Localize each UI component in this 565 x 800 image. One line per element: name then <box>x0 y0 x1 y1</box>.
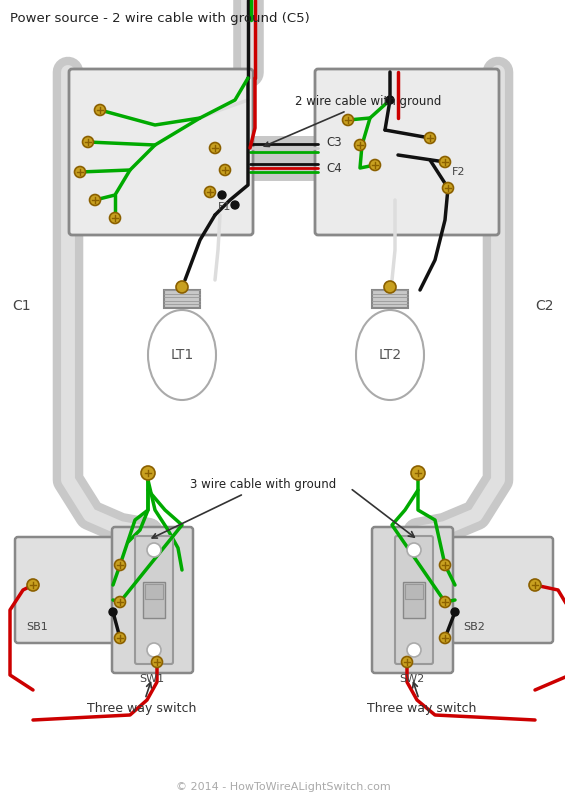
Circle shape <box>147 543 161 557</box>
Text: F2: F2 <box>452 167 466 177</box>
Circle shape <box>115 633 125 643</box>
Circle shape <box>440 633 450 643</box>
Circle shape <box>141 466 155 480</box>
Text: C1: C1 <box>12 299 31 313</box>
Text: SB2: SB2 <box>463 622 485 632</box>
Text: LT2: LT2 <box>379 348 402 362</box>
Circle shape <box>151 657 163 667</box>
Circle shape <box>354 139 366 150</box>
Circle shape <box>110 213 120 223</box>
FancyBboxPatch shape <box>395 536 433 664</box>
FancyBboxPatch shape <box>69 69 253 235</box>
FancyBboxPatch shape <box>372 527 453 673</box>
Bar <box>372 290 408 308</box>
Circle shape <box>440 157 450 167</box>
Circle shape <box>89 194 101 206</box>
Bar <box>403 582 425 618</box>
Circle shape <box>231 201 239 209</box>
Circle shape <box>205 186 215 198</box>
FancyBboxPatch shape <box>315 69 499 235</box>
FancyBboxPatch shape <box>15 537 116 643</box>
Text: C4: C4 <box>326 162 342 174</box>
Text: Three way switch: Three way switch <box>88 682 197 715</box>
Text: 3 wire cable with ground: 3 wire cable with ground <box>152 478 336 538</box>
Bar <box>405 584 423 599</box>
Circle shape <box>109 608 117 616</box>
Circle shape <box>451 608 459 616</box>
Text: F1: F1 <box>218 202 232 212</box>
FancyBboxPatch shape <box>452 537 553 643</box>
Circle shape <box>27 579 39 591</box>
Bar <box>143 582 165 618</box>
Circle shape <box>440 559 450 570</box>
Text: C3: C3 <box>326 137 342 150</box>
Circle shape <box>529 579 541 591</box>
Text: SW1: SW1 <box>140 674 164 684</box>
Circle shape <box>94 105 106 115</box>
Circle shape <box>411 466 425 480</box>
Circle shape <box>424 133 436 143</box>
Circle shape <box>75 166 85 178</box>
Circle shape <box>115 597 125 607</box>
Text: Three way switch: Three way switch <box>367 682 477 715</box>
Ellipse shape <box>356 310 424 400</box>
Circle shape <box>407 543 421 557</box>
Text: SB1: SB1 <box>26 622 48 632</box>
Bar <box>164 290 200 308</box>
Text: Power source - 2 wire cable with ground (C5): Power source - 2 wire cable with ground … <box>10 12 310 25</box>
Circle shape <box>440 597 450 607</box>
Circle shape <box>147 643 161 657</box>
Circle shape <box>176 281 188 293</box>
Circle shape <box>210 142 220 154</box>
Text: C2: C2 <box>534 299 553 313</box>
Circle shape <box>115 559 125 570</box>
Circle shape <box>218 191 226 199</box>
Text: 2 wire cable with ground: 2 wire cable with ground <box>264 95 441 146</box>
FancyBboxPatch shape <box>112 527 193 673</box>
Circle shape <box>386 96 394 104</box>
FancyBboxPatch shape <box>135 536 173 664</box>
Bar <box>145 584 163 599</box>
Circle shape <box>407 643 421 657</box>
Text: © 2014 - HowToWireALightSwitch.com: © 2014 - HowToWireALightSwitch.com <box>176 782 390 792</box>
Circle shape <box>442 182 454 194</box>
Circle shape <box>384 281 396 293</box>
Circle shape <box>82 137 93 147</box>
Circle shape <box>370 159 380 170</box>
Circle shape <box>402 657 412 667</box>
Text: SW2: SW2 <box>399 674 425 684</box>
Circle shape <box>342 114 354 126</box>
Ellipse shape <box>148 310 216 400</box>
Circle shape <box>219 165 231 175</box>
Text: LT1: LT1 <box>171 348 194 362</box>
